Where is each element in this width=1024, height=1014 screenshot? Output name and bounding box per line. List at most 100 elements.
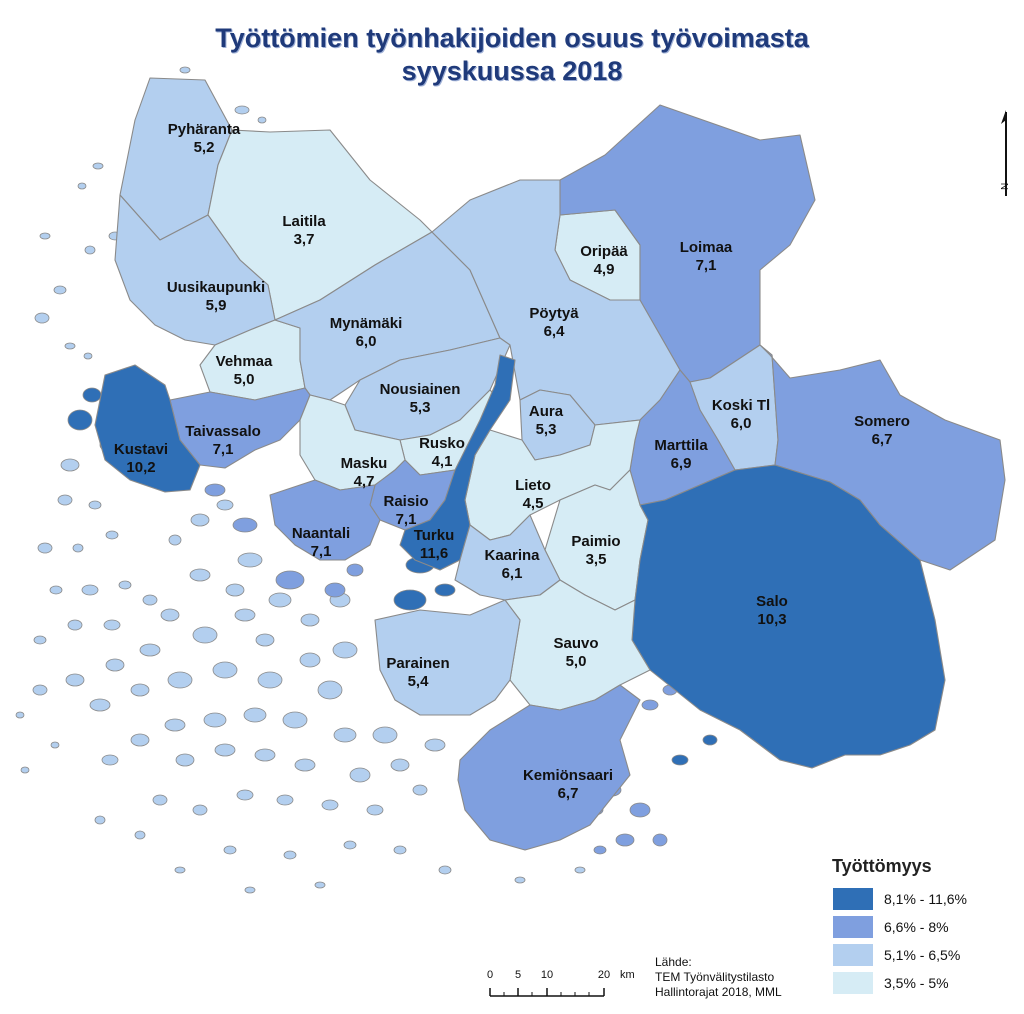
island-shape	[134, 830, 146, 840]
island-shape	[15, 711, 25, 719]
island-shape	[39, 232, 51, 240]
island-shape	[299, 652, 321, 668]
municipality-areas	[94, 77, 1006, 851]
municipality-name-aura: Aura	[529, 403, 564, 420]
island-shape	[276, 794, 294, 806]
island-shape	[236, 789, 254, 801]
municipality-value-aura: 5,3	[536, 421, 557, 438]
municipality-name-kemionsaari: Kemiönsaari	[523, 767, 613, 784]
island-shape	[314, 881, 326, 889]
municipality-name-uusikaupunki: Uusikaupunki	[167, 279, 265, 296]
municipality-name-naantali: Naantali	[292, 525, 350, 542]
island-shape	[82, 387, 102, 403]
legend-item: 5,1% - 6,5%	[832, 941, 1012, 969]
municipality-name-poytya: Pöytyä	[529, 305, 579, 322]
municipality-value-naantali: 7,1	[311, 543, 332, 560]
legend-label: 8,1% - 11,6%	[884, 891, 968, 907]
island-shape	[89, 698, 111, 712]
municipality-name-oripaa: Oripää	[580, 243, 628, 260]
scale-unit: km	[620, 969, 635, 981]
scale-tick-20: 20	[598, 969, 610, 981]
legend-label: 3,5% - 5%	[884, 975, 949, 991]
island-shape	[282, 711, 308, 729]
island-shape	[32, 684, 48, 696]
island-shape	[216, 499, 234, 511]
municipality-name-masku: Masku	[341, 455, 388, 472]
island-shape	[294, 758, 316, 772]
island-shape	[232, 517, 258, 533]
island-shape	[152, 794, 168, 806]
island-shape	[192, 626, 218, 644]
island-shape	[167, 671, 193, 689]
island-shape	[346, 563, 364, 577]
municipality-name-koski-tl: Koski Tl	[712, 397, 770, 414]
island-shape	[175, 753, 195, 767]
municipality-name-rusko: Rusko	[419, 435, 465, 452]
island-shape	[234, 105, 250, 115]
municipality-area-naantali	[269, 479, 381, 561]
island-shape	[343, 840, 357, 850]
island-shape	[641, 699, 659, 711]
island-shape	[77, 182, 87, 190]
legend-label: 5,1% - 6,5%	[884, 947, 961, 963]
municipality-value-rusko: 4,1	[432, 453, 453, 470]
island-shape	[60, 458, 80, 472]
municipality-value-oripaa: 4,9	[594, 261, 615, 278]
island-shape	[225, 583, 245, 597]
island-shape	[615, 833, 635, 847]
scale-bar: 0 5 10 20 km	[487, 969, 635, 997]
island-shape	[81, 584, 99, 596]
municipality-value-marttila: 6,9	[671, 455, 692, 472]
island-shape	[139, 643, 161, 657]
municipality-value-laitila: 3,7	[294, 231, 315, 248]
source-line-2: TEM Työnvälitystilasto	[655, 970, 775, 984]
municipality-value-poytya: 6,4	[544, 323, 566, 340]
municipality-name-vehmaa: Vehmaa	[216, 353, 273, 370]
island-shape	[671, 754, 689, 766]
scale-tick-0: 0	[487, 969, 493, 981]
municipality-value-lieto: 4,5	[523, 495, 544, 512]
island-shape	[190, 513, 210, 527]
island-shape	[67, 409, 93, 431]
island-shape	[179, 66, 191, 74]
island-shape	[37, 542, 53, 554]
island-shape	[83, 352, 93, 360]
municipality-name-taivassalo: Taivassalo	[185, 423, 261, 440]
legend-item: 3,5% - 5%	[832, 969, 1012, 997]
municipality-value-mynamaki: 6,0	[356, 333, 377, 350]
north-label: N	[1000, 183, 1011, 190]
municipality-name-sauvo: Sauvo	[553, 635, 598, 652]
municipality-value-uusikaupunki: 5,9	[206, 297, 227, 314]
island-shape	[257, 116, 267, 124]
municipality-value-somero: 6,7	[872, 431, 893, 448]
island-shape	[237, 552, 263, 568]
island-shape	[393, 589, 427, 611]
municipality-name-somero: Somero	[854, 413, 910, 430]
municipality-value-sauvo: 5,0	[566, 653, 587, 670]
island-shape	[268, 592, 292, 608]
legend-label: 6,6% - 8%	[884, 919, 949, 935]
island-shape	[574, 866, 586, 874]
municipality-value-salo: 10,3	[757, 611, 786, 628]
island-shape	[702, 734, 718, 746]
municipality-value-loimaa: 7,1	[696, 257, 717, 274]
island-shape	[332, 641, 358, 659]
island-shape	[324, 582, 346, 598]
island-shape	[214, 743, 236, 757]
map-title-line-1: Työttömien työnhakijoiden osuus työvoima…	[215, 23, 809, 53]
island-shape	[34, 312, 50, 324]
municipality-area-turku	[399, 354, 516, 571]
legend-title: Työttömyys	[832, 856, 932, 876]
island-shape	[174, 866, 186, 874]
map-title: Työttömien työnhakijoiden osuus työvoima…	[0, 22, 1024, 88]
island-shape	[244, 886, 256, 894]
island-shape	[53, 285, 67, 295]
island-shape	[118, 580, 132, 590]
island-shape	[438, 865, 452, 875]
island-shape	[349, 767, 371, 783]
island-shape	[412, 784, 428, 796]
island-shape	[321, 799, 339, 811]
legend-item: 8,1% - 11,6%	[832, 885, 1012, 913]
legend-swatch	[832, 943, 874, 967]
